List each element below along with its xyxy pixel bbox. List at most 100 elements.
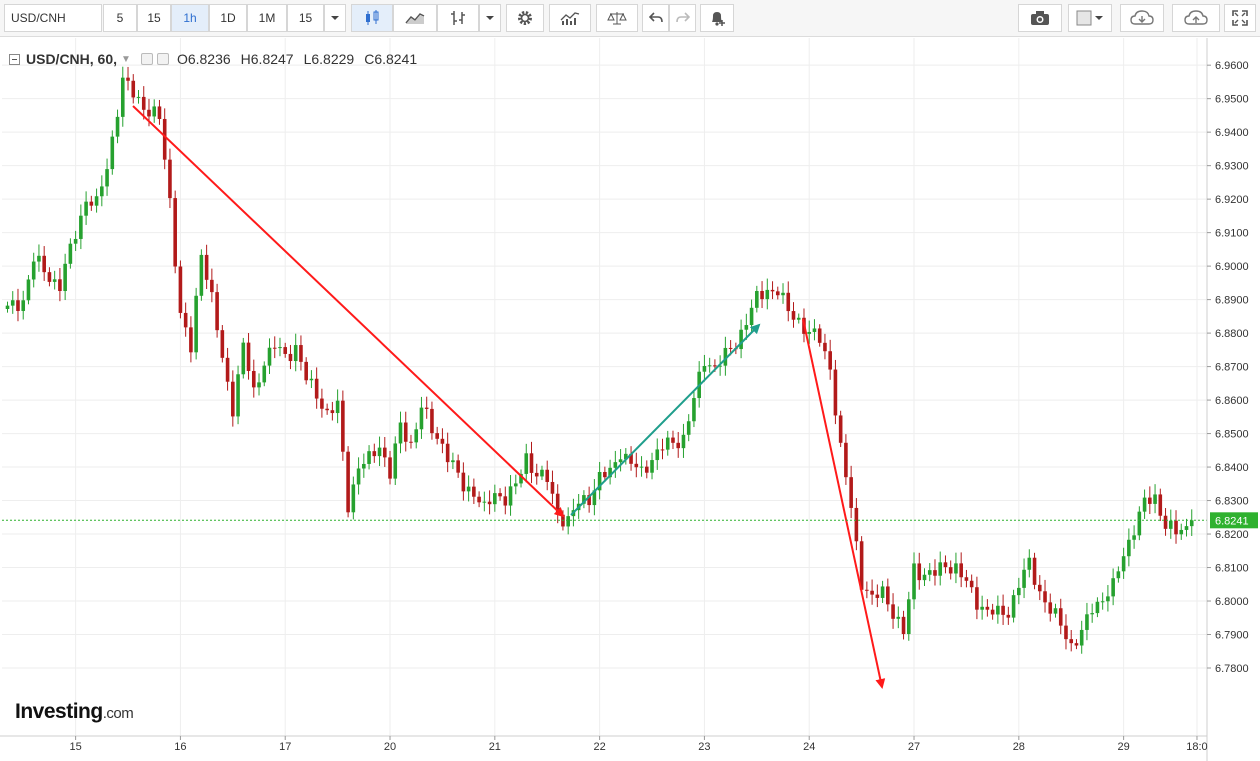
candle-body — [346, 451, 350, 513]
candle-body — [1148, 497, 1152, 504]
time-tick-label: 23 — [698, 741, 710, 753]
candle-body — [419, 407, 424, 430]
candle-body — [639, 466, 644, 468]
candle-body — [115, 116, 120, 137]
interval-1d-button[interactable]: 1D — [209, 4, 247, 32]
interval-1m-button[interactable]: 1M — [247, 4, 287, 32]
bar-style-button[interactable] — [437, 4, 479, 32]
candle-body — [183, 312, 188, 328]
candle-body — [1032, 557, 1037, 585]
candle-body — [173, 198, 177, 267]
candle-body — [990, 609, 995, 615]
candle-body — [545, 469, 550, 482]
legend-caret-icon[interactable]: ▼ — [121, 53, 131, 65]
symbol-text: USD/CNH — [11, 11, 66, 25]
logo-suffix: .com — [102, 705, 134, 722]
candle-body — [807, 331, 812, 334]
candle-body — [865, 589, 869, 591]
candle-body — [650, 460, 654, 473]
time-axis[interactable]: 15 16 17 20 21 22 23 24 27 28 29 18:0 — [0, 735, 1208, 753]
time-tick-label: 16 — [174, 741, 186, 753]
candle-body — [718, 365, 722, 367]
candle-body — [477, 496, 481, 503]
price-tick-label: 6.9200 — [1215, 194, 1249, 206]
settings-button[interactable] — [506, 4, 544, 32]
interval-dropdown-button[interactable] — [324, 4, 346, 32]
fullscreen-button[interactable] — [1224, 4, 1256, 32]
candle-body — [587, 495, 591, 506]
investing-logo: Investing.com — [15, 700, 134, 724]
candle-body — [262, 365, 267, 383]
candle-body — [498, 493, 502, 497]
candle-body — [482, 501, 487, 503]
interval-5m-button[interactable]: 5 — [103, 4, 137, 32]
collapse-legend-icon[interactable] — [9, 53, 20, 65]
candle-body — [1095, 601, 1100, 614]
visibility-eye-icon[interactable] — [140, 53, 153, 65]
style-dropdown-button[interactable] — [479, 4, 501, 32]
interval-1h-button[interactable]: 1h — [171, 4, 209, 32]
symbol-input[interactable]: USD/CNH — [4, 4, 102, 32]
candle-body — [597, 471, 602, 491]
undo-button[interactable] — [642, 4, 669, 32]
alert-button[interactable] — [700, 4, 734, 32]
interval-15m-button[interactable]: 15 — [137, 4, 171, 32]
candle-body — [220, 330, 225, 358]
downtrend-arrow-1 — [132, 105, 565, 518]
time-tick-label: 24 — [803, 741, 815, 753]
candle-body — [372, 451, 377, 457]
redo-button[interactable] — [669, 4, 696, 32]
compare-button[interactable] — [596, 4, 638, 32]
camera-icon — [1031, 11, 1049, 25]
candle-body — [938, 562, 943, 576]
price-tick-label: 6.7800 — [1215, 663, 1249, 675]
candle-body — [393, 443, 398, 479]
candle-body — [451, 460, 455, 463]
candle-body — [5, 305, 10, 309]
indicators-button[interactable] — [549, 4, 591, 32]
candle-body — [94, 196, 99, 206]
time-tick-label: 18:0 — [1186, 741, 1207, 753]
candle-body — [833, 369, 838, 416]
candle-body — [424, 407, 429, 409]
candle-body — [854, 507, 859, 542]
candle-body — [665, 437, 670, 450]
bar-chart-icon — [451, 11, 465, 25]
candle-body — [398, 422, 403, 444]
candle-body — [927, 570, 932, 575]
save-chart-button[interactable] — [1172, 4, 1220, 32]
candle-body — [461, 472, 466, 492]
price-axis[interactable]: 6.7800 6.7900 6.8000 6.8100 6.8200 6.8300 6.84… — [1206, 38, 1260, 761]
candle-body — [147, 109, 151, 117]
candle-body — [828, 351, 832, 370]
candle-body — [246, 342, 251, 371]
candle-body — [660, 449, 665, 451]
candle-body — [330, 410, 335, 414]
chart-grid — [2, 38, 1207, 736]
interval-custom-button[interactable]: 15 — [287, 4, 324, 32]
area-style-button[interactable] — [393, 4, 437, 32]
candlestick-series — [5, 66, 1194, 654]
logo-brand: Investing — [15, 700, 103, 723]
candle-body — [37, 255, 41, 262]
snapshot-button[interactable] — [1018, 4, 1062, 32]
candle-body — [79, 215, 83, 239]
candlestick-style-button[interactable] — [351, 4, 393, 32]
chart-toolbar: USD/CNH 5 15 1h 1D 1M 15 — [0, 0, 1260, 37]
color-picker-button[interactable] — [1068, 4, 1112, 32]
price-chart[interactable]: 6.7800 6.7900 6.8000 6.8100 6.8200 6.8300 6.84… — [0, 38, 1260, 761]
candle-body — [629, 453, 633, 464]
candle-body — [1011, 595, 1016, 618]
price-tick-label: 6.9000 — [1215, 261, 1249, 273]
candle-body — [975, 587, 979, 610]
legend-settings-icon[interactable] — [156, 53, 169, 65]
candle-body — [10, 300, 15, 306]
candle-body — [110, 136, 115, 170]
price-tick-label: 6.8300 — [1215, 496, 1249, 508]
candle-body — [744, 325, 749, 330]
candle-body — [257, 382, 261, 388]
load-chart-button[interactable] — [1120, 4, 1164, 32]
candle-body — [634, 463, 639, 468]
price-tick-label: 6.8800 — [1215, 328, 1249, 340]
interval-label: 5 — [116, 11, 124, 25]
